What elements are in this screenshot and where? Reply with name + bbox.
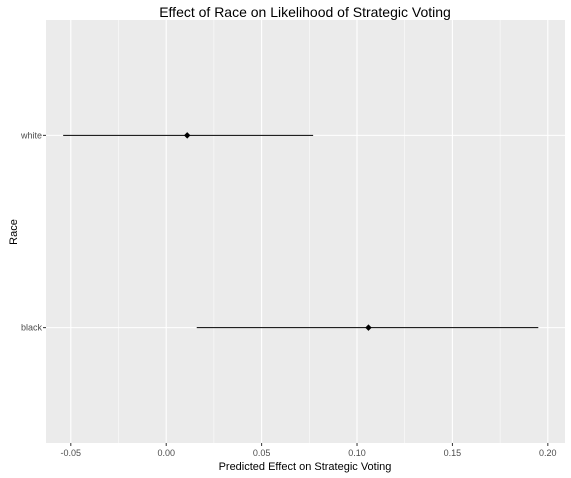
x-tick-label: 0.15 bbox=[444, 448, 462, 458]
data-marks bbox=[63, 132, 539, 331]
minor-gridlines bbox=[118, 20, 501, 443]
chart-title: Effect of Race on Likelihood of Strategi… bbox=[159, 4, 451, 20]
y-axis-title: Race bbox=[8, 219, 20, 245]
y-tick-label: white bbox=[20, 130, 42, 140]
point-estimate-white bbox=[183, 132, 191, 139]
plot-panel bbox=[46, 20, 565, 443]
x-tick-label: 0.05 bbox=[253, 448, 271, 458]
x-tick-label: -0.05 bbox=[61, 448, 82, 458]
point-estimate-black bbox=[365, 324, 372, 331]
y-tick-label: black bbox=[21, 323, 43, 333]
axes: -0.05 0.00 0.05 0.10 0.15 0.20 white black bbox=[20, 130, 557, 458]
x-tick-label: 0.00 bbox=[157, 448, 175, 458]
x-axis-title: Predicted Effect on Strategic Voting bbox=[219, 461, 392, 473]
x-tick-label: 0.20 bbox=[539, 448, 557, 458]
x-tick-label: 0.10 bbox=[348, 448, 366, 458]
